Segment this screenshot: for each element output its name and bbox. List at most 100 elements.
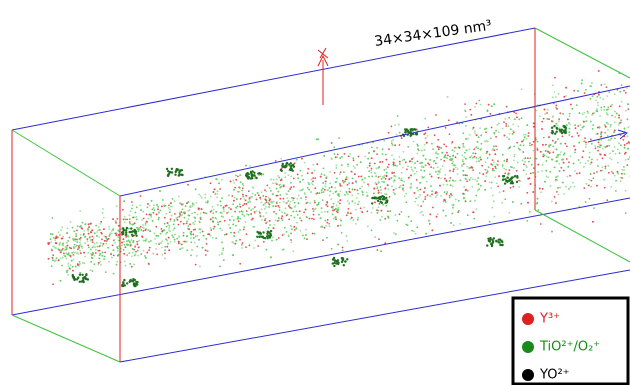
ion-dot [348,190,351,193]
ion-dot [558,118,560,120]
ion-dot [555,176,558,179]
ion-dot [71,226,74,229]
ion-dot [339,183,341,185]
ion-dot [420,149,423,152]
ion-dot [555,104,558,107]
ion-dot [84,223,87,225]
ion-dot [484,128,486,131]
ion-dot [620,119,622,122]
ion-dot [250,213,253,215]
ion-dot [583,120,585,123]
ion-dot [502,178,505,181]
ion-dot [346,258,349,261]
ion-dot [281,164,284,167]
ion-dot [148,241,150,243]
ion-dot [391,185,393,188]
ion-dot [622,139,625,141]
dimension-label: 34×34×109 nm³ [373,18,492,50]
ion-dot [200,208,203,211]
ion-dot [122,248,125,251]
ion-dot [368,152,370,154]
ion-dot [467,137,469,140]
ion-dot [261,219,263,221]
ion-dot [445,180,448,182]
ion-dot [74,265,77,268]
ion-dot [535,202,538,205]
ion-dot [516,116,518,119]
ion-dot [204,196,207,199]
ion-dot [578,205,581,208]
ion-dot [380,192,383,194]
ion-dot [466,214,469,217]
ion-dot [439,184,441,187]
ion-dot [97,263,100,266]
ion-dot [618,116,620,119]
ion-dot [97,262,100,264]
ion-dot [196,213,199,216]
ion-dot [61,256,64,259]
ion-dot [282,200,285,203]
ion-dot [314,177,317,180]
ion-dot [597,145,599,148]
ion-dot [152,252,155,255]
ion-dot [612,172,614,175]
ion-dot [403,180,405,183]
ion-dot [347,155,350,158]
ion-dot [621,169,624,171]
ion-dot [562,161,565,164]
ion-dot [443,160,446,162]
ion-dot [135,206,138,209]
ion-dot [331,213,334,216]
ion-dot [192,237,195,239]
ion-dot [512,185,515,188]
ion-dot [562,125,565,128]
ion-dot [176,218,179,221]
ion-dot [342,264,345,267]
ion-dot [490,181,493,184]
ion-dot [528,211,531,213]
ion-dot [98,254,101,257]
ion-dot [68,267,71,270]
ion-dot [344,178,347,181]
ion-dot [311,232,314,235]
ion-dot [348,202,351,204]
ion-dot [77,276,80,280]
ion-dot [377,209,380,212]
ion-dot [280,157,282,160]
ion-dot [491,206,494,209]
ion-dot [55,237,58,239]
ion-dot [563,95,566,98]
ion-dot [617,161,619,164]
ion-dot [249,177,253,180]
ion-dot [568,131,571,134]
ion-dot [270,178,272,181]
ion-dot [549,144,552,146]
ion-dot [574,127,577,130]
ion-dot [473,155,476,158]
ion-dot [324,219,327,222]
ion-dot [190,241,193,244]
ion-dot [571,108,574,110]
ion-dot [57,236,59,239]
ion-dot [526,124,529,126]
ion-dot [137,228,139,231]
ion-dot [482,173,485,176]
ion-dot [259,211,261,214]
ion-dot [576,132,579,135]
ion-dot [345,235,348,237]
ion-dot [464,109,466,112]
ion-dot [443,156,446,158]
ion-dot [555,148,558,151]
ion-dot [607,164,610,167]
ion-dot [366,225,369,228]
ion-dot [123,215,126,218]
legend-swatch [522,369,534,381]
ion-dot [424,137,427,139]
ion-dot [520,117,523,120]
ion-dot [303,161,306,164]
ion-dot [411,160,413,163]
ion-dot [241,247,244,249]
ion-dot [424,196,427,198]
ion-dot [123,278,126,282]
ion-dot [505,123,508,125]
